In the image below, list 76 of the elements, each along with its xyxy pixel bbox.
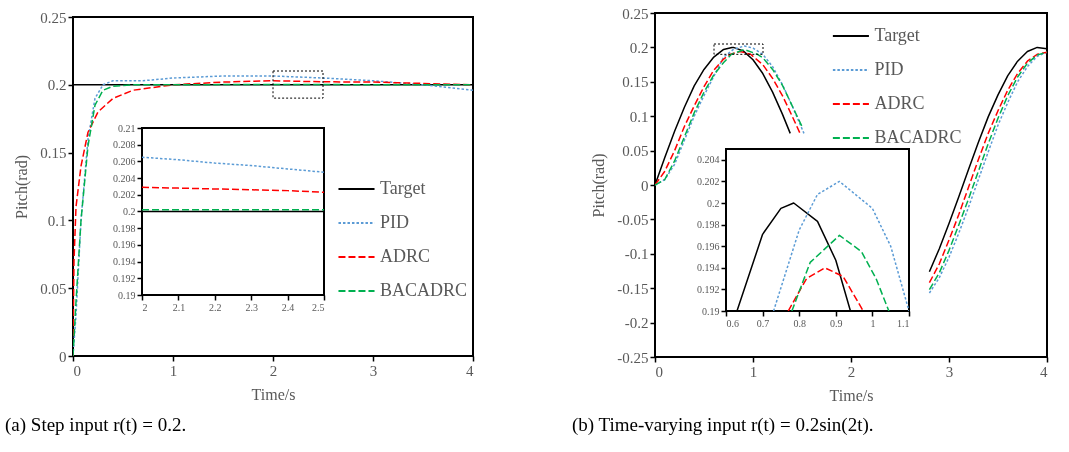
x-tick-label: 2.3 xyxy=(245,301,258,313)
x-tick-label: 1 xyxy=(169,362,178,379)
y-tick-label: 0.1 xyxy=(629,108,649,125)
x-tick-label: 2 xyxy=(142,301,148,313)
y-tick-label: -0.05 xyxy=(617,211,649,228)
x-tick-label: 2.1 xyxy=(172,301,186,313)
x-tick-label: 1 xyxy=(749,363,758,380)
y-tick-label: 0.2 xyxy=(629,39,649,56)
y-axis-title: Pitch(rad) xyxy=(590,153,609,218)
y-tick-label: 0.202 xyxy=(697,175,720,187)
y-axis-title: Pitch(rad) xyxy=(13,155,32,219)
y-tick-label: 0.206 xyxy=(113,155,136,167)
line-series xyxy=(787,267,864,311)
x-tick-label: 0.8 xyxy=(793,317,806,329)
y-tick-label: 0.202 xyxy=(113,189,136,201)
y-tick-label: 0.05 xyxy=(40,280,67,297)
line-series xyxy=(772,180,909,311)
text: (b) Time-varying input r(t) = 0.2sin(2t). xyxy=(572,414,874,436)
legend-label: BACADRC xyxy=(380,280,468,301)
x-axis-title: Time/s xyxy=(829,386,874,404)
x-tick-label: 0 xyxy=(655,363,663,380)
y-tick-label: -0.25 xyxy=(617,349,649,366)
x-tick-label: 0.7 xyxy=(756,317,770,329)
y-tick-label: 0.19 xyxy=(118,289,136,301)
x-axis-title: Time/s xyxy=(251,385,296,403)
x-tick-label: 4 xyxy=(466,362,474,379)
x-tick-label: 2.4 xyxy=(281,301,295,313)
x-tick-label: 2.5 xyxy=(312,301,325,313)
y-tick-label: 0.05 xyxy=(622,143,649,160)
x-tick-label: 1.1 xyxy=(897,317,910,329)
legend-label: Target xyxy=(380,178,426,199)
x-tick-label: 1 xyxy=(870,317,876,329)
y-tick-label: 0 xyxy=(59,348,67,365)
x-tick-label: 0.6 xyxy=(726,317,739,329)
x-tick-label: 4 xyxy=(1040,363,1048,380)
x-tick-label: 3 xyxy=(369,362,378,379)
legend-label: Target xyxy=(874,24,920,45)
y-tick-label: 0.196 xyxy=(697,240,720,252)
y-tick-label: 0.25 xyxy=(622,5,649,22)
line-series xyxy=(142,156,324,174)
legend-label: BACADRC xyxy=(874,126,962,147)
line-series xyxy=(791,234,890,311)
y-tick-label: 0.2 xyxy=(123,206,136,217)
legend-label: PID xyxy=(874,58,904,79)
y-tick-label: 0.194 xyxy=(697,262,720,274)
legend-label: ADRC xyxy=(380,246,431,267)
y-tick-label: 0.196 xyxy=(113,239,136,251)
y-tick-label: 0.204 xyxy=(113,172,136,184)
y-tick-label: 0.194 xyxy=(113,256,136,268)
y-tick-label: 0.192 xyxy=(697,283,720,295)
y-tick-label: -0.2 xyxy=(624,315,649,332)
y-tick-label: 0.15 xyxy=(40,145,67,162)
x-tick-label: 0 xyxy=(73,362,81,379)
legend-label: PID xyxy=(380,212,410,233)
y-tick-label: 0.204 xyxy=(697,154,720,166)
x-tick-label: 2 xyxy=(847,363,856,380)
y-tick-label: 0.21 xyxy=(118,122,136,134)
x-tick-label: 2 xyxy=(269,362,278,379)
y-tick-label: -0.15 xyxy=(617,280,649,297)
y-tick-label: 0.2 xyxy=(707,197,720,209)
y-tick-label: 0.1 xyxy=(47,212,67,229)
y-tick-label: 0.25 xyxy=(40,9,67,26)
y-tick-label: 0.15 xyxy=(622,74,649,91)
y-tick-label: 0 xyxy=(641,177,649,194)
y-tick-label: 0.198 xyxy=(697,219,720,231)
text: (a) Step input r(t) = 0.2. xyxy=(5,414,187,436)
x-tick-label: 2.2 xyxy=(209,301,222,313)
legend-label: ADRC xyxy=(874,92,925,113)
y-tick-label: 0.192 xyxy=(113,272,136,284)
x-tick-label: 3 xyxy=(945,363,954,380)
y-tick-label: 0.2 xyxy=(47,77,67,94)
y-tick-label: -0.1 xyxy=(624,246,649,263)
y-tick-label: 0.19 xyxy=(702,305,720,317)
x-tick-label: 0.9 xyxy=(830,317,843,329)
y-tick-label: 0.208 xyxy=(113,139,136,151)
y-tick-label: 0.198 xyxy=(113,222,136,234)
